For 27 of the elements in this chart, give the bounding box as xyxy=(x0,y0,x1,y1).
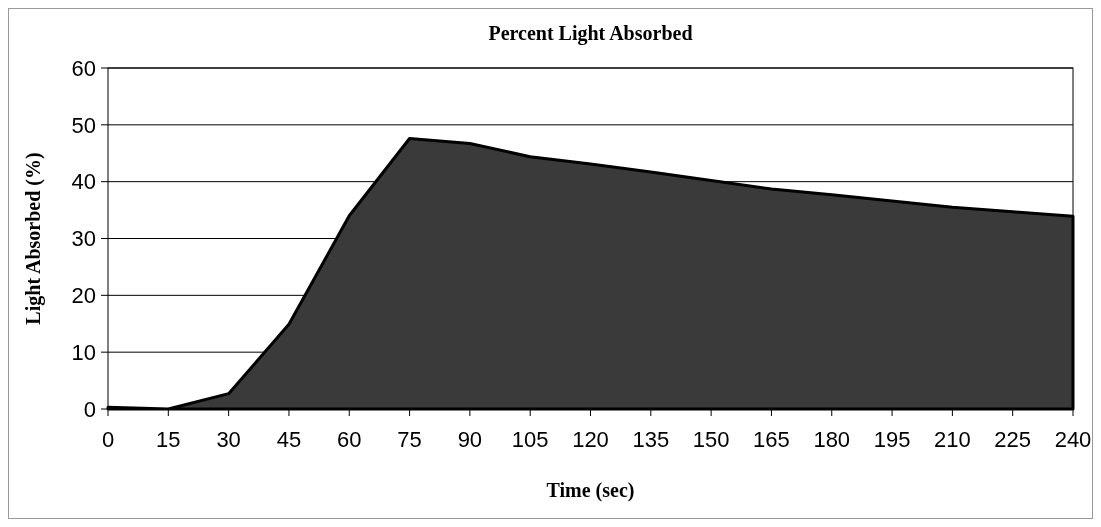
x-tick-label: 165 xyxy=(753,427,790,452)
y-tick-label: 50 xyxy=(71,112,96,138)
x-tick-label: 60 xyxy=(337,427,362,452)
x-tick-label: 105 xyxy=(511,427,549,452)
y-tick-label: 60 xyxy=(71,55,96,81)
x-tick-label: 30 xyxy=(216,427,241,452)
x-tick-label: 45 xyxy=(276,427,302,452)
x-tick-label: 225 xyxy=(994,427,1032,452)
x-tick-label: 180 xyxy=(813,427,851,452)
x-tick-label: 120 xyxy=(572,427,609,452)
x-tick-label: 15 xyxy=(156,427,181,452)
y-axis-title: Light Absorbed (%) xyxy=(22,152,45,325)
y-tick-label: 0 xyxy=(83,396,96,422)
x-axis-title: Time (sec) xyxy=(546,479,635,502)
y-tick-label: 20 xyxy=(71,283,96,309)
x-tick-label: 150 xyxy=(692,427,730,452)
x-tick-label: 195 xyxy=(873,427,911,452)
x-tick-label: 210 xyxy=(934,427,971,452)
y-tick-label: 10 xyxy=(71,339,96,365)
x-tick-label: 90 xyxy=(457,427,483,452)
x-tick-label: 135 xyxy=(632,427,670,452)
y-tick-label: 40 xyxy=(71,169,96,195)
x-tick-label: 75 xyxy=(397,427,422,452)
y-tick-label: 30 xyxy=(71,226,96,252)
chart-title: Percent Light Absorbed xyxy=(488,22,693,45)
x-tick-label: 0 xyxy=(101,427,115,452)
x-tick-label: 240 xyxy=(1054,427,1092,452)
